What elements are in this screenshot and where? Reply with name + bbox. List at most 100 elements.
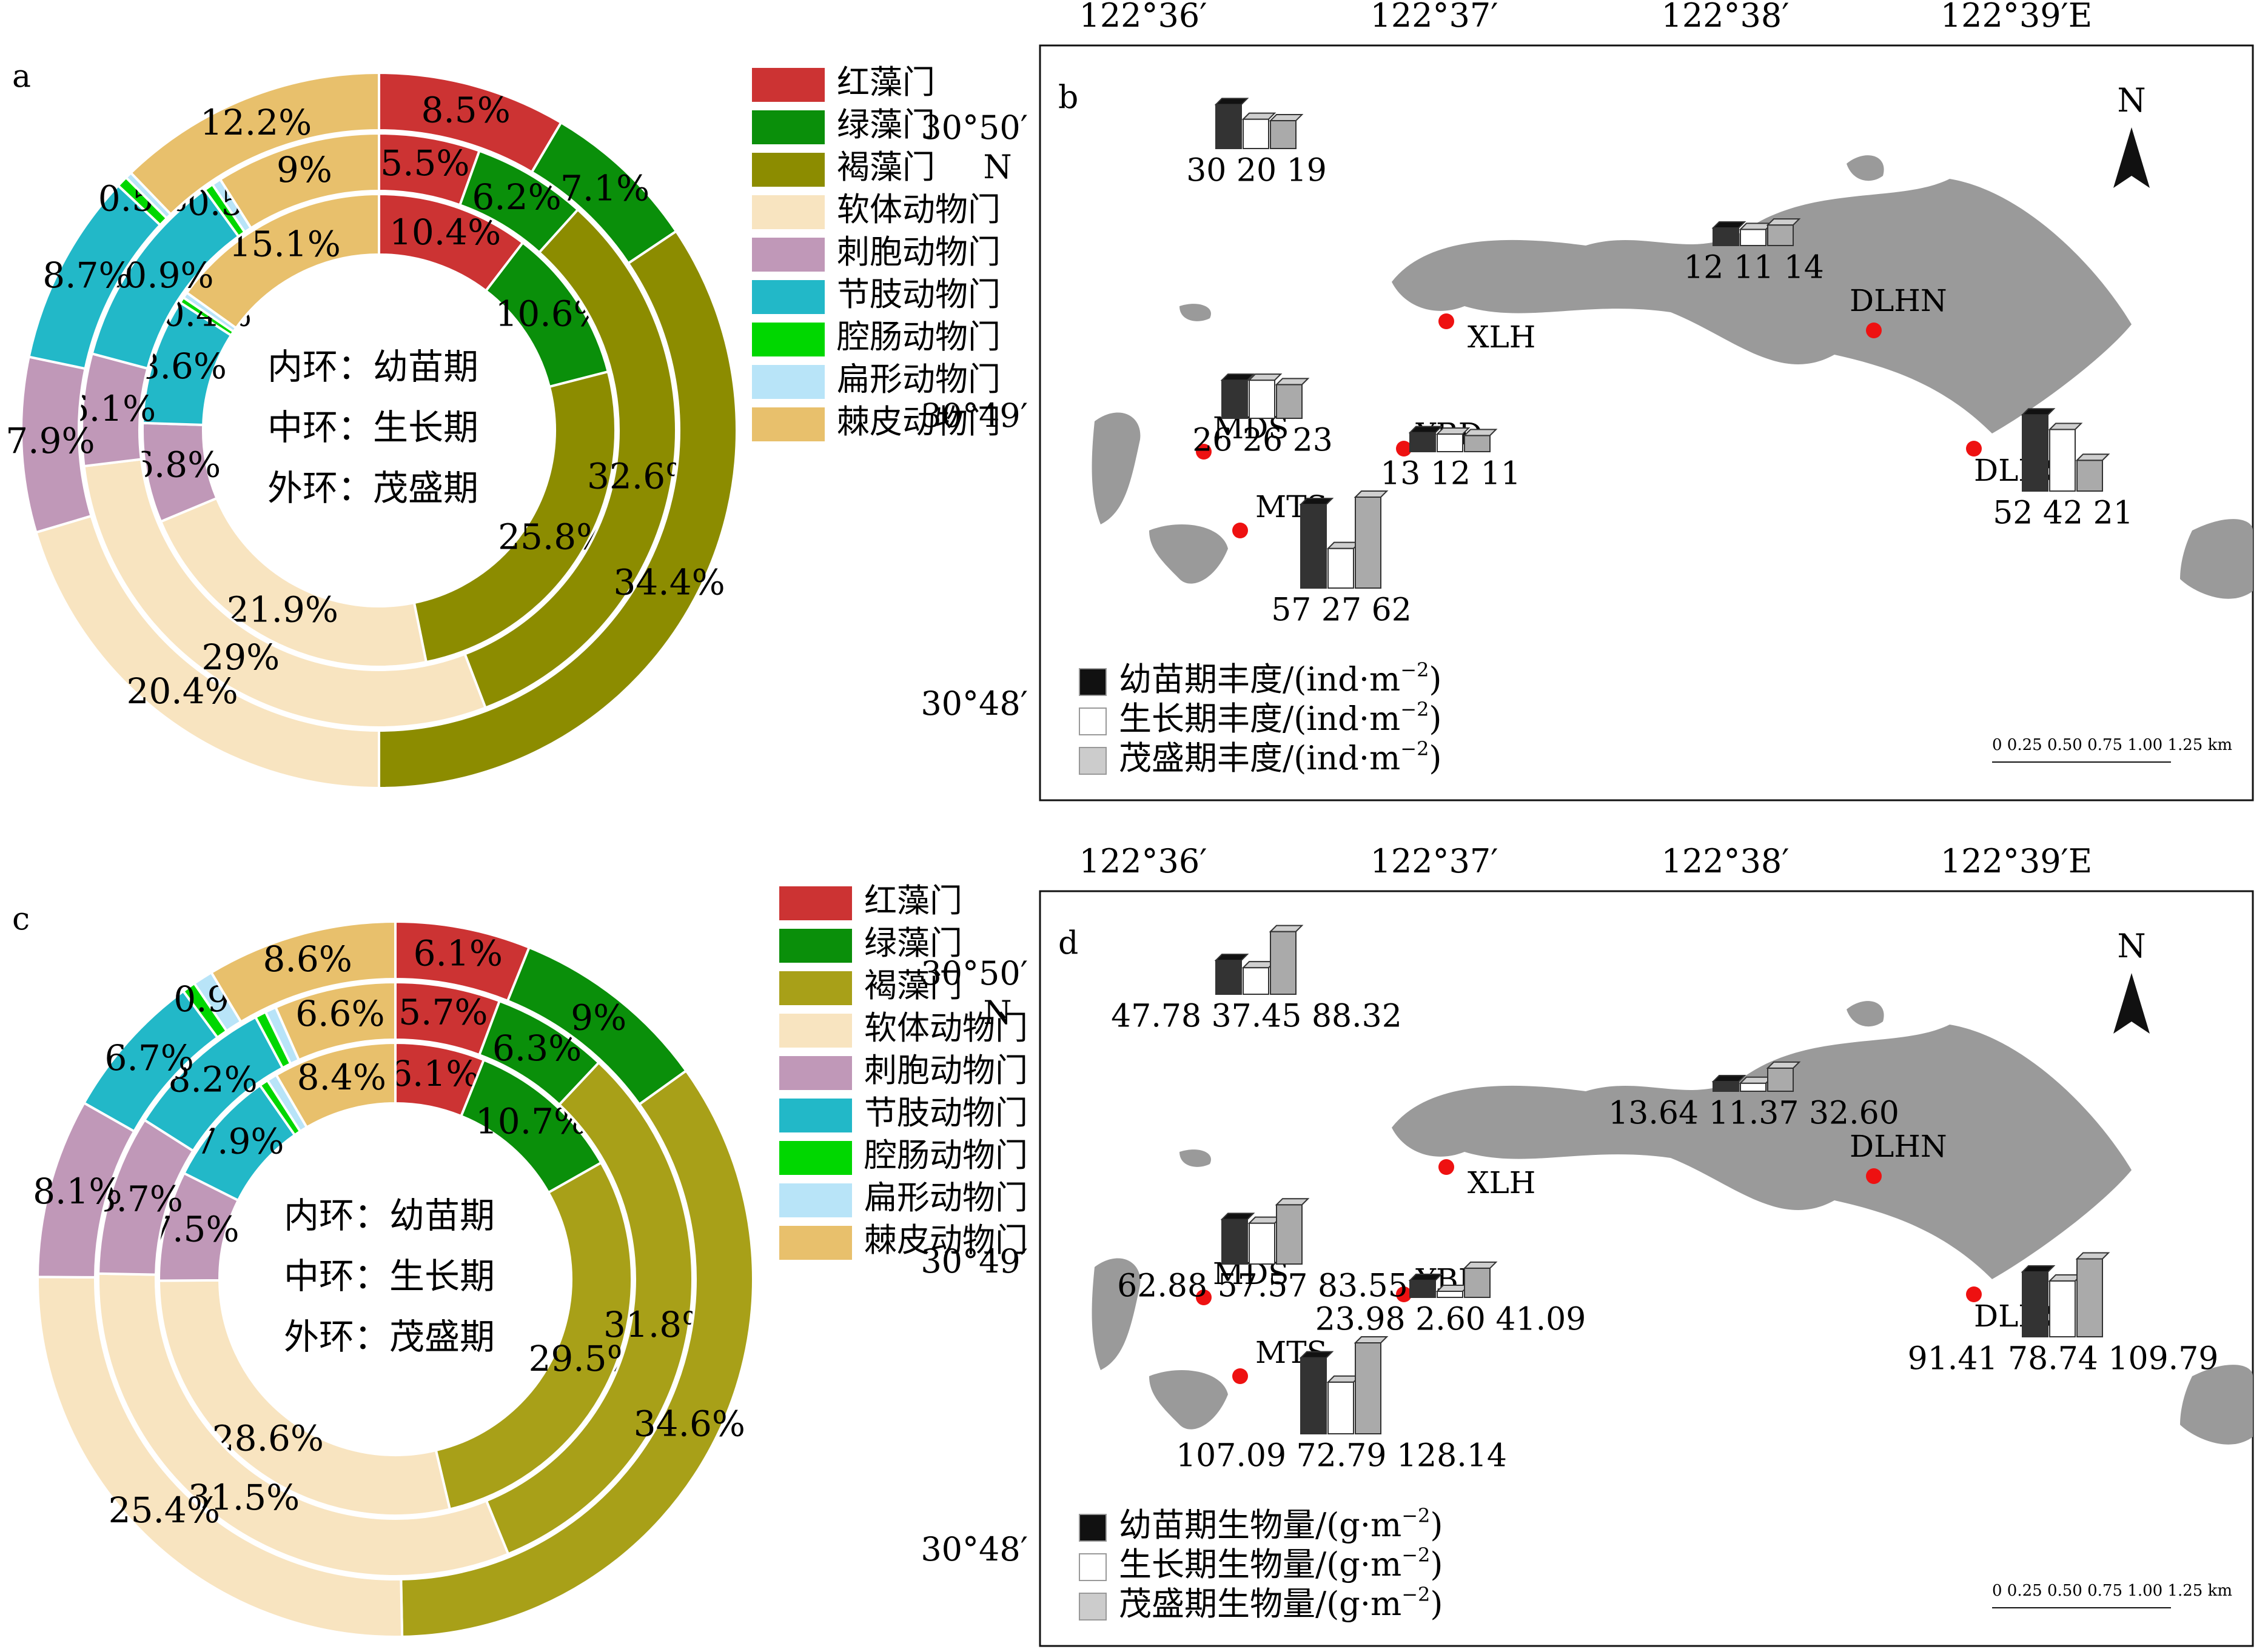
bar-value-label: 107.09 72.79 128.14 — [1176, 1438, 1507, 1474]
legend-label: 软体动物门 — [837, 190, 1001, 229]
legend-swatch — [779, 929, 852, 963]
site-marker-YBD — [1396, 1286, 1412, 1302]
bar-top — [1214, 954, 1249, 962]
bar-top — [2021, 1265, 2056, 1273]
lat-tick-label: 30°48′ — [921, 684, 1028, 723]
legend-swatch — [779, 1014, 852, 1048]
bar-value-label: 57 27 62 — [1271, 592, 1412, 629]
slice-middle-8 — [218, 132, 380, 230]
legend-label: 刺胞动物门 — [837, 233, 1001, 271]
bar-2-2 — [1276, 1204, 1303, 1265]
bar-top — [1220, 373, 1255, 381]
legend-label: 绿藻门 — [837, 105, 935, 144]
slice-outer-2 — [378, 229, 738, 790]
bar-top — [1220, 1212, 1255, 1220]
lat-tick-label: 30°48′ — [921, 1530, 1028, 1568]
slice-outer-8 — [129, 71, 380, 216]
legend-label: 刺胞动物门 — [864, 1051, 1028, 1089]
bar-top — [1354, 490, 1389, 498]
legend-label: 茂盛期生物量/(g·m−2) — [1119, 1583, 1443, 1624]
bar-value-label: 13.64 11.37 32.60 — [1608, 1095, 1899, 1132]
bar-5-0 — [2022, 414, 2048, 492]
land-mass — [2180, 1365, 2253, 1445]
map-panel-b: 122°36′ 122°37′ 122°38′ 122°39′E 30°50′ 30°49… — [921, 0, 2254, 801]
legend-label: 褐藻门 — [837, 148, 935, 186]
bar-1-1 — [1740, 229, 1766, 246]
land-mass — [1847, 155, 1884, 181]
slice-inner-2 — [412, 370, 617, 664]
bar-3-2 — [1464, 1267, 1491, 1298]
bar-0-2 — [1270, 120, 1297, 149]
legend-swatch — [779, 1183, 852, 1217]
legend-swatch — [1079, 1593, 1107, 1621]
site-marker-DLHS — [1966, 1286, 1982, 1302]
data-label: 8.1% — [33, 1171, 122, 1212]
panel-label-b: b — [1058, 80, 1078, 116]
bar-top — [1214, 98, 1249, 105]
bar-top — [1408, 1273, 1443, 1281]
data-label: 6.6% — [295, 993, 384, 1034]
scalebar-label: 0 0.25 0.50 0.75 1.00 1.25 km — [1992, 1582, 2232, 1600]
land-mass — [2180, 519, 2253, 599]
site-marker-DLHS — [1966, 441, 1982, 457]
site-marker-DLHN — [1866, 323, 1882, 338]
bar-3-0 — [1409, 1279, 1436, 1299]
site-label: XLH — [1468, 1165, 1535, 1200]
data-label: 6.8% — [132, 444, 221, 486]
bar-5-2 — [2076, 460, 2103, 492]
bar-2-0 — [1221, 380, 1248, 420]
data-label: 6.1% — [390, 1053, 479, 1094]
legend-swatch — [752, 195, 825, 229]
data-label: 25.4% — [109, 1490, 220, 1531]
slice-middle-3 — [97, 1272, 510, 1577]
bar-0-0 — [1215, 960, 1242, 995]
bar-4-2 — [1355, 497, 1381, 589]
bar-top — [1766, 218, 1801, 226]
bar-top — [1269, 925, 1304, 932]
legend-label: 红藻门 — [864, 881, 962, 920]
bar-5-2 — [2076, 1258, 2103, 1338]
legend-swatch — [779, 1056, 852, 1090]
bar-value-label: 13 12 11 — [1380, 456, 1521, 492]
legend-label: 腔肠动物门 — [837, 318, 1001, 356]
ring-caption: 外环：茂盛期 — [284, 1316, 495, 1357]
site-marker-DLHN — [1866, 1168, 1882, 1184]
legend-label: 生长期丰度/(ind·m−2) — [1119, 698, 1442, 738]
slice-inner-3 — [157, 1279, 452, 1517]
ring-caption: 内环：幼苗期 — [284, 1195, 495, 1236]
lon-tick-label: 122°38′ — [1661, 842, 1789, 880]
slice-middle-2 — [485, 1060, 694, 1556]
land-mass — [1179, 304, 1211, 321]
bar-value-label: 62.88 57.57 83.55 — [1117, 1268, 1408, 1305]
site-marker-MTS — [1232, 523, 1248, 538]
bar-top — [1766, 1061, 1801, 1069]
data-label: 7.9% — [5, 420, 95, 461]
slice-outer-8 — [209, 920, 397, 1024]
legend-swatch — [1079, 668, 1107, 696]
legend-swatch — [752, 323, 825, 356]
legend-label: 棘皮动物门 — [864, 1221, 1028, 1259]
legend-label: 扁形动物门 — [837, 360, 1001, 398]
legend-swatch — [752, 407, 825, 441]
legend-swatch — [752, 280, 825, 314]
bar-5-1 — [2049, 1280, 2076, 1338]
bar-top — [1408, 426, 1443, 433]
legend-label: 茂盛期丰度/(ind·m−2) — [1119, 737, 1442, 778]
slice-inner-2 — [434, 1161, 633, 1511]
ring-caption: 内环：幼苗期 — [267, 346, 478, 387]
bar-4-2 — [1355, 1342, 1381, 1434]
site-marker-XLH — [1438, 313, 1454, 329]
site-marker-MTS — [1232, 1368, 1248, 1384]
ring-caption: 中环：生长期 — [284, 1256, 495, 1297]
bar-3-1 — [1437, 433, 1463, 452]
legend-label: 红藻门 — [837, 63, 935, 101]
bar-5-1 — [2049, 429, 2076, 492]
data-label: 6.3% — [492, 1028, 582, 1069]
bar-1-0 — [1713, 227, 1739, 246]
bar-4-0 — [1300, 504, 1327, 589]
legend-swatch — [752, 365, 825, 399]
data-label: 34.4% — [614, 561, 725, 603]
north-arrow-icon — [2113, 973, 2150, 1034]
bar-top — [1299, 498, 1334, 506]
bar-3-2 — [1464, 435, 1491, 452]
